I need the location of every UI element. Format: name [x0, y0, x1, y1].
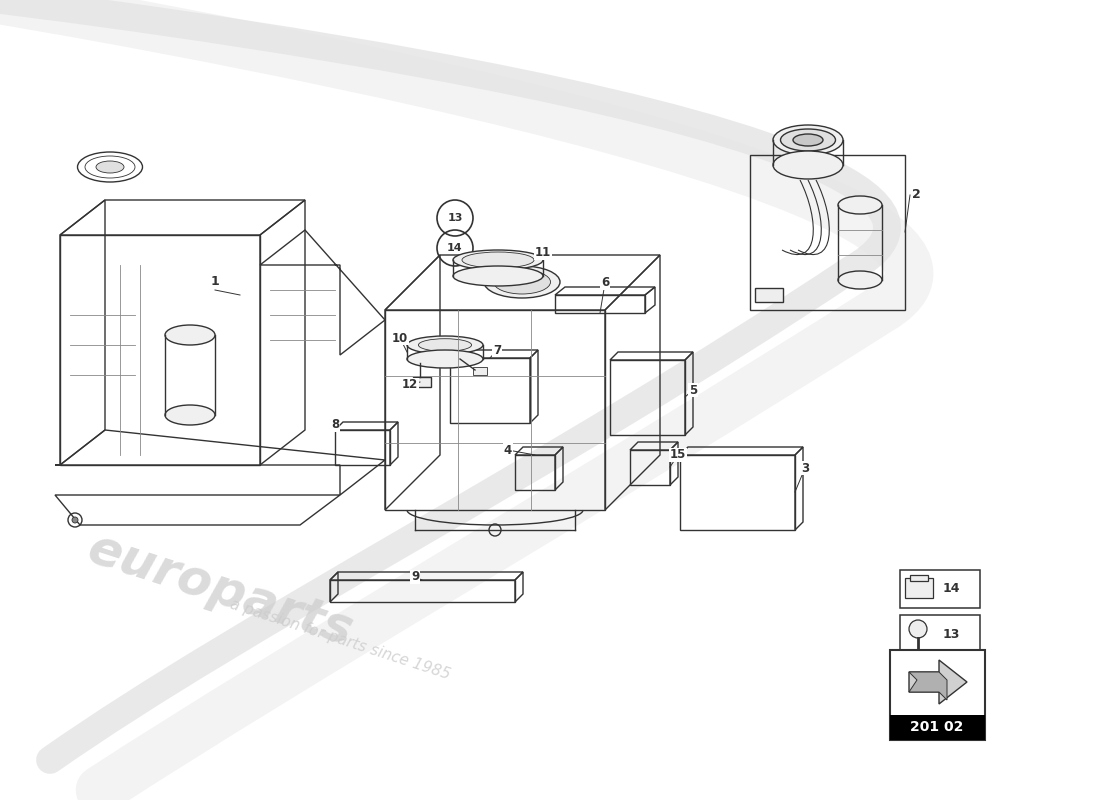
Ellipse shape — [793, 134, 823, 146]
Polygon shape — [909, 660, 967, 704]
Text: 15: 15 — [670, 449, 686, 462]
Ellipse shape — [838, 196, 882, 214]
Circle shape — [72, 517, 78, 523]
Text: 13: 13 — [448, 213, 463, 223]
Ellipse shape — [453, 250, 543, 270]
Bar — [412, 377, 431, 387]
Text: 8: 8 — [331, 418, 339, 431]
Text: 5: 5 — [689, 383, 697, 397]
Ellipse shape — [838, 271, 882, 289]
Bar — [890, 650, 984, 740]
Text: europarts: europarts — [81, 525, 359, 655]
Ellipse shape — [165, 405, 214, 425]
Text: 7: 7 — [493, 343, 502, 357]
Text: 12: 12 — [402, 378, 418, 391]
Text: 13: 13 — [943, 627, 960, 641]
Text: 3: 3 — [801, 462, 810, 474]
Text: 6: 6 — [601, 277, 609, 290]
Ellipse shape — [453, 266, 543, 286]
Ellipse shape — [773, 151, 843, 179]
Bar — [890, 715, 984, 740]
Text: 201 02: 201 02 — [911, 720, 964, 734]
Bar — [750, 155, 905, 310]
Text: 1: 1 — [210, 275, 219, 288]
Bar — [900, 615, 980, 653]
Text: 2: 2 — [912, 189, 921, 202]
Text: 4: 4 — [504, 443, 513, 457]
Ellipse shape — [781, 129, 836, 151]
Text: 14: 14 — [943, 582, 960, 595]
Bar — [755, 288, 783, 302]
Text: 10: 10 — [392, 331, 408, 345]
Text: a passion for parts since 1985: a passion for parts since 1985 — [228, 597, 452, 683]
Ellipse shape — [165, 325, 214, 345]
Polygon shape — [909, 672, 947, 700]
Ellipse shape — [494, 270, 550, 294]
Text: 11: 11 — [535, 246, 551, 259]
Bar — [473, 367, 487, 375]
Text: 9: 9 — [411, 570, 419, 583]
Text: 14: 14 — [448, 243, 463, 253]
Ellipse shape — [484, 266, 560, 298]
Bar — [910, 575, 928, 581]
Ellipse shape — [462, 252, 534, 268]
Ellipse shape — [418, 338, 472, 351]
Bar — [900, 570, 980, 608]
Ellipse shape — [407, 350, 483, 368]
Circle shape — [909, 620, 927, 638]
Bar — [905, 578, 933, 598]
Ellipse shape — [407, 336, 483, 354]
Ellipse shape — [96, 161, 124, 173]
Ellipse shape — [773, 125, 843, 155]
